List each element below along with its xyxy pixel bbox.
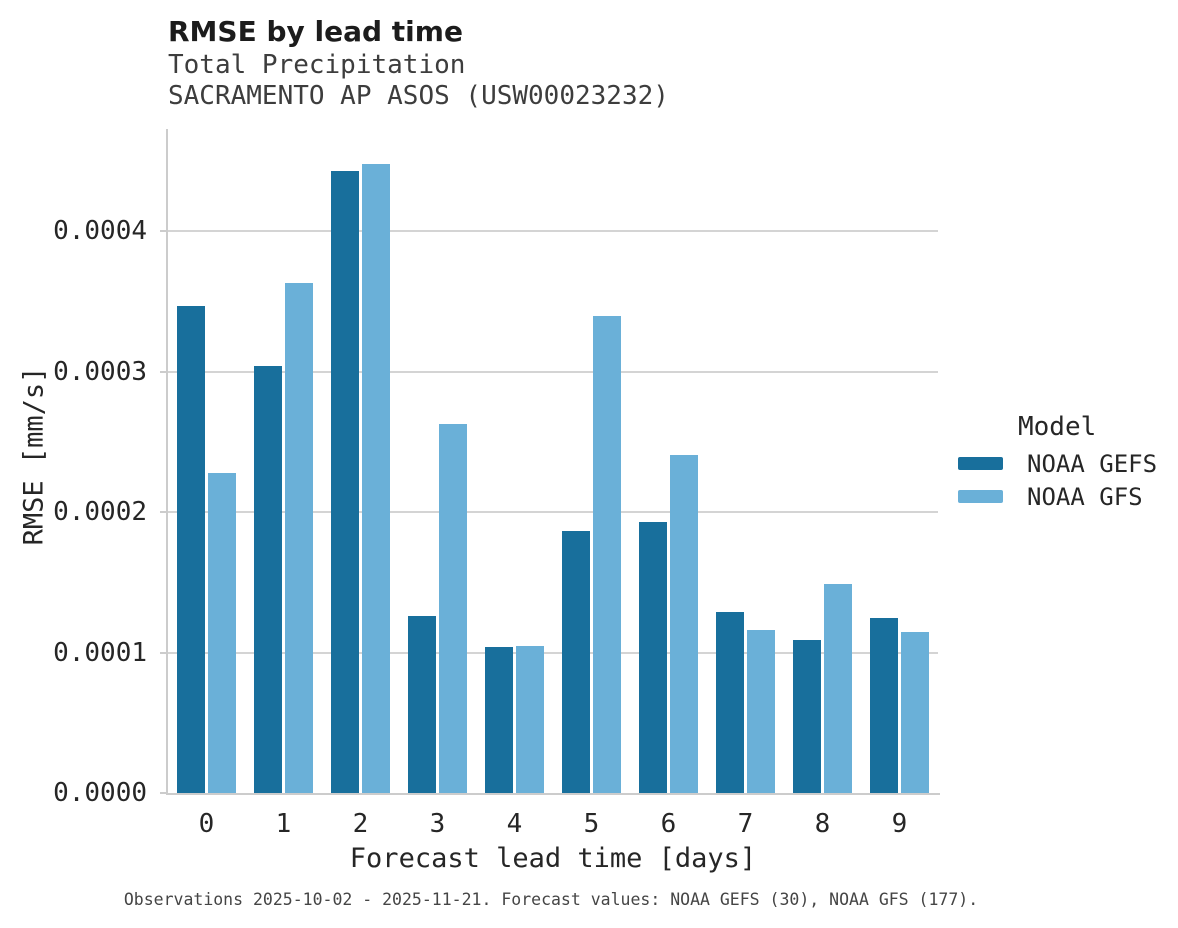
bar-noaa-gfs-lead-1 [285, 283, 313, 793]
y-tick-mark [160, 230, 166, 233]
bar-noaa-gefs-lead-6 [639, 522, 667, 793]
bar-noaa-gefs-lead-7 [716, 611, 744, 793]
bar-noaa-gfs-lead-3 [439, 423, 467, 793]
bar-noaa-gfs-lead-9 [901, 631, 929, 793]
bar-noaa-gefs-lead-1 [254, 366, 282, 793]
bar-noaa-gefs-lead-4 [485, 647, 513, 793]
legend-entry-noaa-gfs: NOAA GFS [958, 480, 1157, 513]
x-tick-label: 6 [660, 809, 677, 839]
bar-noaa-gfs-lead-2 [362, 164, 390, 793]
y-tick-label: 0.0000 [53, 778, 147, 808]
legend-entry-label: NOAA GFS [1027, 482, 1143, 511]
x-tick-label: 5 [583, 809, 600, 839]
gridline-0.0003 [168, 370, 938, 373]
y-tick-label: 0.0001 [53, 637, 147, 668]
plot-area [168, 129, 938, 793]
bar-noaa-gefs-lead-0 [177, 305, 205, 793]
legend-entry-label: NOAA GEFS [1027, 449, 1158, 478]
x-tick-label: 7 [737, 809, 754, 839]
y-tick-label: 0.0002 [53, 497, 147, 528]
y-axis-spine [166, 129, 168, 795]
gridline-0.0002 [168, 511, 938, 514]
chart-subtitle-station: SACRAMENTO AP ASOS (USW00023232) [168, 81, 669, 111]
legend-entry-noaa-gefs: NOAA GEFS [958, 447, 1157, 480]
bar-noaa-gefs-lead-3 [408, 616, 436, 793]
bar-noaa-gfs-lead-7 [747, 630, 775, 793]
y-tick-mark [160, 792, 166, 794]
gridline-0.0001 [168, 651, 938, 654]
chart-subtitle-variable: Total Precipitation [168, 50, 466, 80]
bar-noaa-gfs-lead-6 [670, 454, 698, 793]
x-axis-label: Forecast lead time [days] [349, 843, 757, 874]
legend-title: Model [1018, 412, 1097, 442]
x-tick-label: 8 [814, 809, 831, 839]
bar-noaa-gefs-lead-2 [331, 171, 359, 793]
y-tick-mark [160, 651, 166, 654]
y-tick-label: 0.0004 [53, 216, 147, 247]
x-tick-label: 9 [891, 809, 908, 839]
y-tick-mark [160, 370, 166, 373]
x-tick-label: 0 [198, 809, 215, 839]
x-axis-spine [166, 793, 940, 795]
legend-swatch-noaa-gefs [958, 457, 1003, 470]
x-tick-label: 4 [506, 809, 523, 839]
bar-noaa-gfs-lead-4 [516, 645, 544, 793]
bar-noaa-gefs-lead-8 [793, 640, 821, 793]
legend-swatch-noaa-gfs [958, 490, 1003, 503]
legend-entries: NOAA GEFS NOAA GFS [958, 447, 1157, 513]
y-tick-label: 0.0003 [53, 356, 147, 387]
bar-noaa-gfs-lead-8 [824, 583, 852, 793]
bar-noaa-gefs-lead-9 [870, 617, 898, 793]
bar-noaa-gfs-lead-5 [593, 315, 621, 793]
bar-noaa-gfs-lead-0 [208, 472, 236, 793]
chart-title: RMSE by lead time [168, 15, 463, 48]
bar-noaa-gefs-lead-5 [562, 530, 590, 793]
x-tick-label: 2 [352, 809, 369, 839]
footer-caption: Observations 2025-10-02 - 2025-11-21. Fo… [123, 890, 979, 909]
y-tick-mark [160, 511, 166, 514]
x-tick-label: 1 [275, 809, 292, 839]
gridline-0.0004 [168, 230, 938, 233]
x-tick-label: 3 [429, 809, 446, 839]
